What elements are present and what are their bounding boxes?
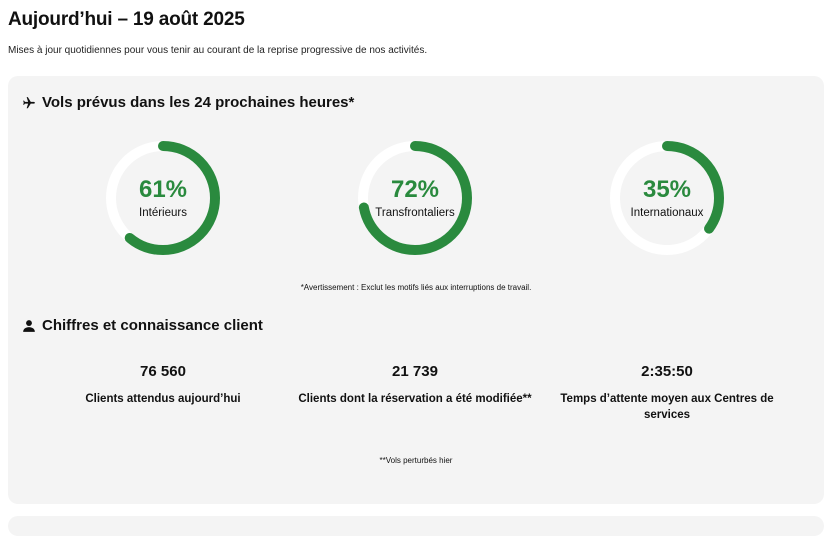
flights-section-heading: Vols prévus dans les 24 prochaines heure…	[22, 93, 354, 113]
page-title: Aujourd’hui – 19 août 2025	[8, 9, 245, 30]
gauge-domestic-ring	[106, 141, 220, 255]
stat-value: 76 560	[140, 363, 186, 380]
gauge-domestic-label: Intérieurs	[139, 207, 187, 219]
gauge-transborder: 72% Transfrontaliers	[356, 139, 474, 257]
stat-description: Clients attendus aujourd’hui	[85, 393, 241, 405]
gauge-progress-arc	[358, 141, 472, 255]
flights-disclaimer: *Avertissement : Exclut les motifs liés …	[300, 283, 532, 292]
stat-description: Clients dont la réservation a été modifi…	[298, 393, 532, 405]
next-card-edge	[8, 516, 824, 536]
stat-expected-customers: 76 560 Clients attendus aujourd’hui	[38, 362, 288, 407]
gauge-domestic-percent: 61%	[138, 176, 188, 203]
page-subtitle: Mises à jour quotidiennes pour vous teni…	[8, 45, 428, 56]
airplane-icon	[22, 96, 36, 110]
person-icon	[22, 319, 36, 333]
gauge-international-percent: 35%	[642, 176, 692, 203]
gauge-international-ring	[610, 141, 724, 255]
stat-description: Temps d’attente moyen aux Centres de ser…	[560, 393, 774, 421]
gauge-transborder-ring	[358, 141, 472, 255]
gauge-progress-arc	[106, 141, 220, 255]
gauge-transborder-percent: 72%	[390, 176, 440, 203]
stat-value: 21 739	[392, 363, 438, 380]
customers-footnote: **Vols perturbés hier	[379, 456, 453, 465]
gauge-international-label: Internationaux	[630, 207, 704, 219]
customers-section-title: Chiffres et connaissance client	[42, 317, 263, 334]
stat-modified-bookings: 21 739 Clients dont la réservation a été…	[290, 362, 540, 407]
flights-and-customers-card: Vols prévus dans les 24 prochaines heure…	[8, 76, 824, 504]
customers-section-heading: Chiffres et connaissance client	[22, 316, 263, 336]
gauge-international: 35% Internationaux	[608, 139, 726, 257]
gauge-transborder-label: Transfrontaliers	[375, 207, 455, 219]
flights-section-title: Vols prévus dans les 24 prochaines heure…	[42, 94, 355, 111]
stat-value: 2:35:50	[641, 363, 693, 380]
gauge-progress-arc	[610, 141, 724, 255]
gauge-domestic: 61% Intérieurs	[104, 139, 222, 257]
stat-average-wait-time: 2:35:50 Temps d’attente moyen aux Centre…	[542, 362, 792, 423]
